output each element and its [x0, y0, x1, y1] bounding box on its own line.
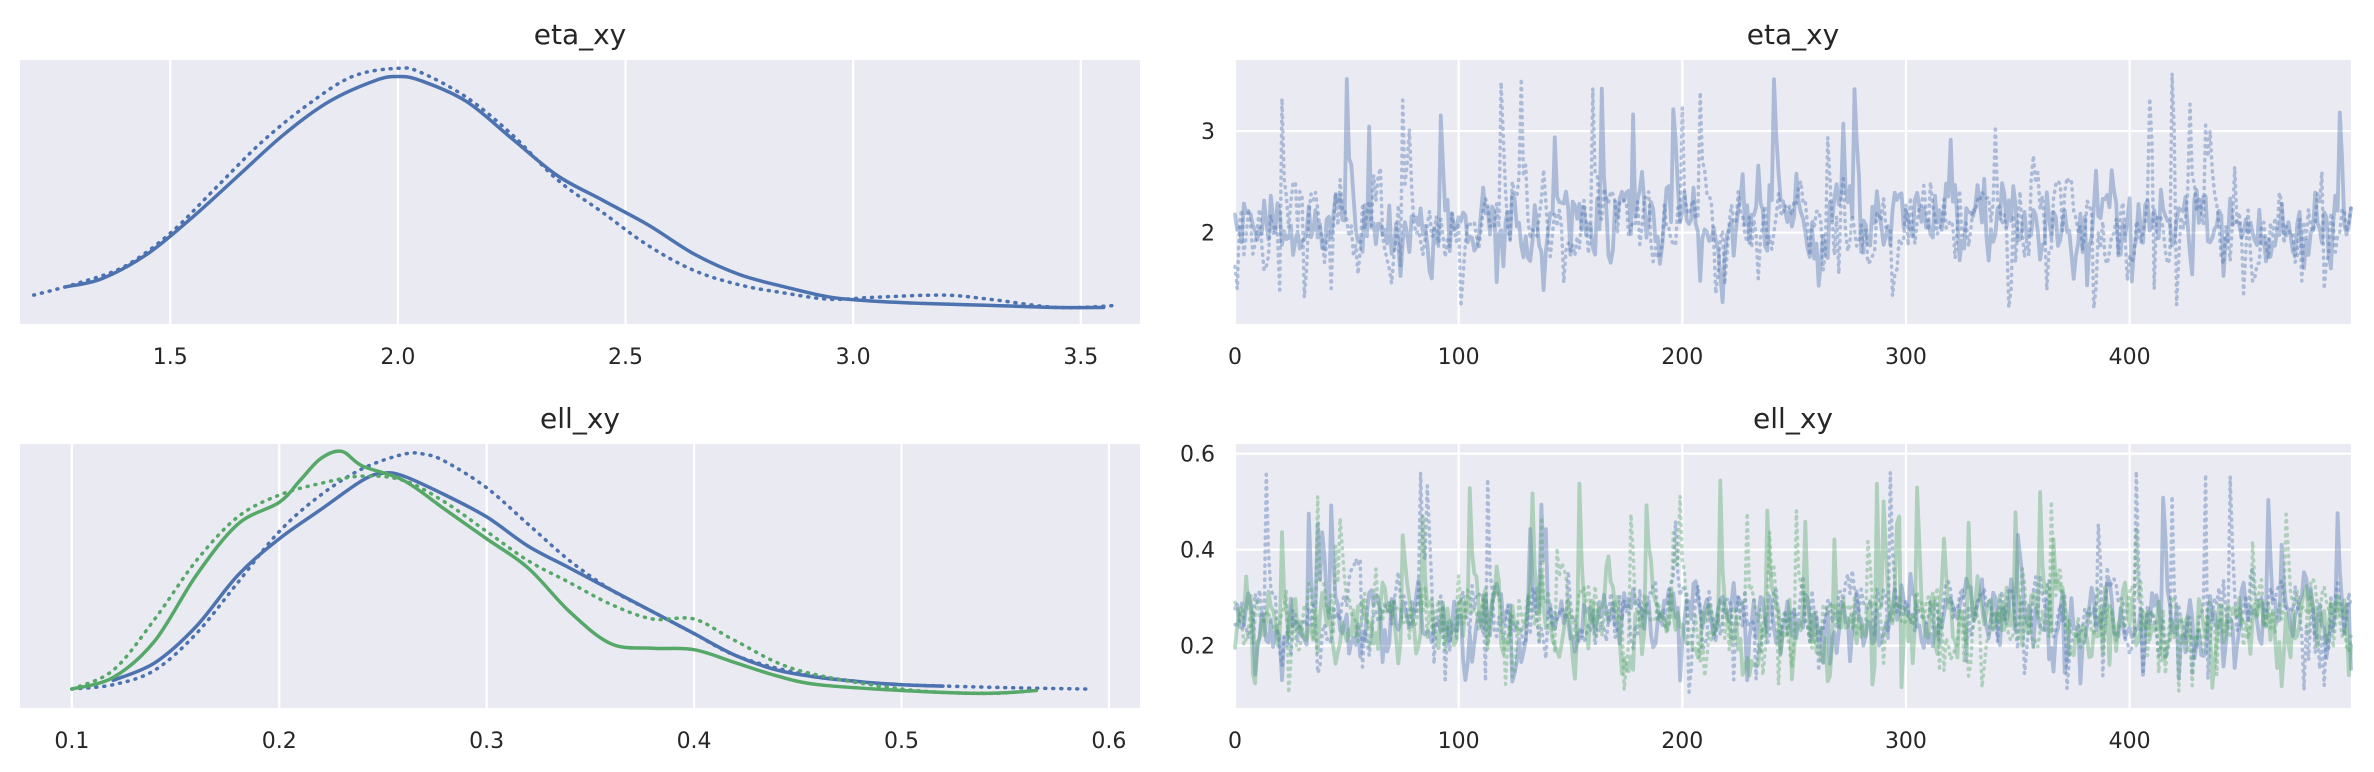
y-tick-label: 0.6: [1180, 443, 1215, 468]
panel-title: ell_xy: [1753, 402, 1833, 435]
ell-xy-trace-panel: ell_xy 0 100 200 300 400 0.2 0.4 0.6: [1180, 402, 2351, 754]
x-tick-label: 0.5: [884, 729, 919, 754]
plot-area: [20, 444, 1140, 708]
x-tick-label: 1.5: [153, 345, 188, 370]
x-tick-label: 0.1: [54, 729, 89, 754]
x-tick-label: 3.5: [1063, 345, 1098, 370]
y-tick-label: 2: [1201, 222, 1215, 247]
x-tick-label: 2.5: [608, 345, 643, 370]
x-tick-label: 100: [1438, 345, 1480, 370]
panel-title: ell_xy: [540, 402, 620, 435]
plot-area: [20, 60, 1140, 324]
panel-title: eta_xy: [1747, 18, 1840, 51]
y-tick-label: 0.2: [1180, 635, 1215, 660]
panel-title: eta_xy: [534, 18, 627, 51]
x-tick-label: 200: [1661, 345, 1703, 370]
x-tick-label: 400: [2109, 345, 2151, 370]
x-tick-label: 300: [1885, 729, 1927, 754]
eta-xy-trace-panel: eta_xy 0 100 200 300 400 2 3: [1201, 18, 2351, 370]
y-tick-label: 0.4: [1180, 539, 1215, 564]
x-tick-label: 0: [1228, 345, 1242, 370]
x-tick-label: 0: [1228, 729, 1242, 754]
x-tick-label: 0.2: [262, 729, 297, 754]
x-tick-label: 2.0: [380, 345, 415, 370]
x-tick-label: 400: [2109, 729, 2151, 754]
x-tick-label: 0.4: [677, 729, 712, 754]
y-tick-label: 3: [1201, 120, 1215, 145]
x-tick-label: 0.3: [469, 729, 504, 754]
x-tick-label: 0.6: [1091, 729, 1126, 754]
x-tick-label: 300: [1885, 345, 1927, 370]
eta-xy-density-panel: eta_xy 1.5 2.0 2.5 3.0 3.5: [20, 18, 1140, 370]
x-tick-label: 100: [1438, 729, 1480, 754]
x-tick-label: 200: [1661, 729, 1703, 754]
x-tick-label: 3.0: [836, 345, 871, 370]
ell-xy-density-panel: ell_xy 0.1 0.2 0.3 0.4 0.5 0.6: [20, 402, 1140, 754]
